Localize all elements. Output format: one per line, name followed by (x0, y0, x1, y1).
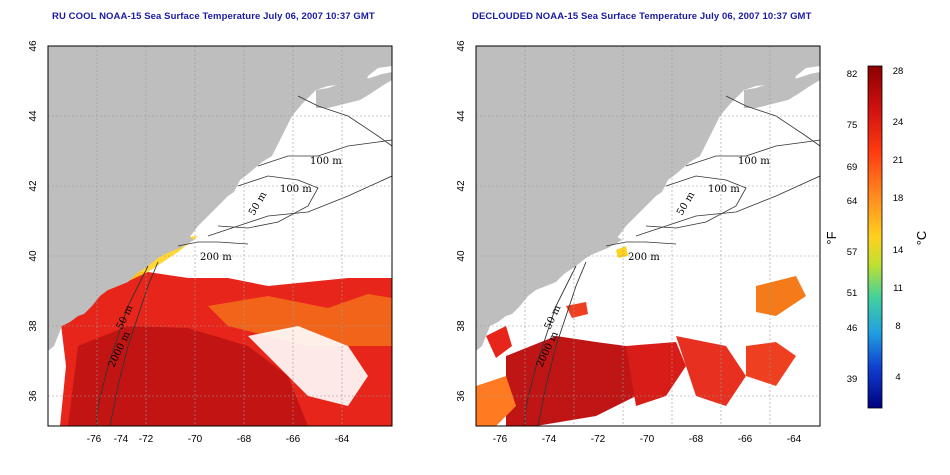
celsius-scale: 28 24 21 18 14 11 8 4 (893, 66, 904, 383)
lon-tick: -64 (787, 434, 802, 445)
f-tick: 51 (847, 288, 858, 299)
left-lon-axis: -76 -74 -72 -70 -68 -66 -64 (87, 434, 350, 445)
lon-tick: -76 (87, 434, 102, 445)
lon-tick: -72 (591, 434, 606, 445)
left-lat-axis: 46 44 42 40 38 36 (28, 40, 39, 402)
f-tick: 75 (847, 120, 858, 131)
right-panel-title: DECLOUDED NOAA-15 Sea Surface Temperatur… (472, 11, 812, 22)
lon-tick: -68 (237, 434, 252, 445)
lat-tick: 44 (456, 110, 467, 122)
contour-label-100m-a: 100 m (310, 156, 342, 167)
c-tick: 14 (893, 245, 904, 256)
lat-tick: 38 (28, 320, 39, 332)
left-map: 100 m 100 m 50 m 200 m 50 m 2000 m (47, 45, 393, 427)
lat-tick: 40 (28, 250, 39, 262)
lat-tick: 36 (28, 390, 39, 402)
lon-tick: -70 (188, 434, 203, 445)
c-tick: 24 (893, 117, 904, 128)
colorbar-gradient (867, 65, 883, 409)
c-tick: 18 (893, 193, 904, 204)
c-tick: 28 (893, 66, 904, 77)
contour-label-200m: 200 m (628, 252, 660, 263)
f-tick: 57 (847, 247, 858, 258)
f-tick: 39 (847, 374, 858, 385)
right-map: 100 m 100 m 50 m 200 m 50 m 2000 m (475, 45, 821, 427)
lon-tick: -64 (335, 434, 350, 445)
lat-tick: 42 (456, 180, 467, 192)
contour-label-200m: 200 m (200, 252, 232, 263)
lat-tick: 36 (456, 390, 467, 402)
f-tick: 64 (847, 196, 858, 207)
lon-tick: -70 (640, 434, 655, 445)
c-tick: 8 (895, 321, 900, 332)
contour-label-100m-b: 100 m (708, 184, 740, 195)
lat-tick: 40 (456, 250, 467, 262)
lat-tick: 46 (28, 40, 39, 52)
f-tick: 46 (847, 323, 858, 334)
lat-tick: 42 (28, 180, 39, 192)
c-tick: 11 (893, 283, 903, 294)
lat-tick: 46 (456, 40, 467, 52)
c-tick: 21 (893, 155, 904, 166)
lon-tick: -74 (542, 434, 557, 445)
f-tick: 82 (847, 69, 858, 80)
lon-tick: -68 (689, 434, 704, 445)
contour-label-100m-b: 100 m (280, 184, 312, 195)
lat-tick: 44 (28, 110, 39, 122)
fahrenheit-unit-label: °F (824, 231, 839, 244)
lon-tick: -76 (493, 434, 508, 445)
lon-tick: -66 (738, 434, 753, 445)
contour-label-100m-a: 100 m (738, 156, 770, 167)
lon-tick: -66 (286, 434, 301, 445)
lon-tick: -72 (139, 434, 154, 445)
right-lon-axis: -76 -74 -72 -70 -68 -66 -64 (493, 434, 802, 445)
right-lat-axis: 46 44 42 40 38 36 (456, 40, 467, 402)
c-tick: 4 (895, 372, 900, 383)
colorbar: 82 75 69 64 57 51 46 39 28 24 21 18 14 1… (824, 65, 929, 409)
lon-tick: -74 (114, 434, 129, 445)
fahrenheit-scale: 82 75 69 64 57 51 46 39 (847, 69, 858, 385)
f-tick: 69 (847, 162, 858, 173)
left-panel-title: RU COOL NOAA-15 Sea Surface Temperature … (52, 11, 375, 22)
lat-tick: 38 (456, 320, 467, 332)
celsius-unit-label: °C (914, 231, 929, 246)
